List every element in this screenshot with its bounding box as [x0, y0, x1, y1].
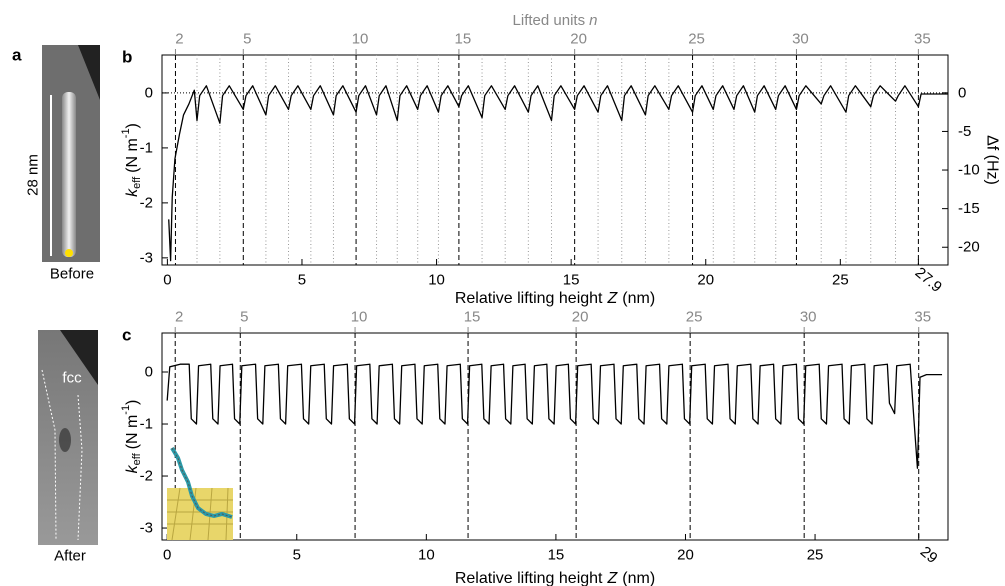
x-tick-label: 25	[832, 272, 849, 289]
y-axis-variable: k	[124, 464, 141, 473]
top-tick-label: 2	[175, 309, 183, 326]
top-axis-label-text: Lifted units	[513, 12, 586, 29]
y-tick-label: 0	[145, 84, 153, 101]
x-tick-label: 0	[163, 547, 171, 564]
top-tick-label: 35	[914, 31, 931, 48]
top-tick-label: 35	[914, 309, 931, 326]
top-tick-label: 5	[243, 31, 251, 48]
y2-tick-label: -10	[958, 162, 980, 179]
y-tick-label: -2	[140, 468, 153, 485]
image-corner	[60, 330, 98, 385]
y-axis-subscript: eff	[131, 452, 143, 465]
y2-tick-label: -15	[958, 200, 980, 217]
molecule-wire	[62, 92, 76, 257]
top-tick-label: 15	[455, 31, 472, 48]
x-axis-variable: Z	[606, 290, 618, 307]
y-axis-subscript: eff	[131, 176, 143, 189]
y-tick-label: -2	[140, 194, 153, 211]
x-axis-label: Relative lifting height Z (nm)	[455, 290, 655, 307]
y-axis-variable: k	[124, 188, 141, 197]
y2-tick-label: -20	[958, 239, 980, 256]
top-tick-label: 30	[792, 31, 809, 48]
y-axis-unit: (N m	[124, 138, 141, 173]
tip-position	[65, 249, 73, 257]
x-axis-unit: (nm)	[622, 290, 655, 307]
y-axis-unit-end: )	[124, 123, 141, 128]
x-tick-label: 10	[428, 272, 445, 289]
y-tick-label: -3	[140, 520, 153, 537]
x-tick-label: 29	[917, 543, 941, 567]
top-tick-label: 10	[351, 309, 368, 326]
top-tick-label: 2	[175, 31, 183, 48]
top-axis-variable: n	[589, 12, 597, 29]
x-tick-label: 20	[677, 547, 694, 564]
data-line	[166, 363, 943, 469]
y2-tick-label: 0	[958, 84, 966, 101]
top-tick-label: 20	[572, 309, 589, 326]
image-corner	[78, 45, 100, 100]
y-tick-label: -1	[140, 139, 153, 156]
x-tick-label: 5	[298, 272, 306, 289]
x-tick-label: 15	[548, 547, 565, 564]
y-tick-label: -3	[140, 249, 153, 266]
x-axis-label: Relative lifting height Z (nm)	[455, 570, 655, 586]
molecule-bonds	[171, 447, 233, 518]
dark-spot	[59, 428, 71, 452]
top-axis-label: Lifted units n	[513, 12, 598, 29]
y2-tick-label: -5	[958, 123, 971, 140]
top-tick-label: 30	[800, 309, 817, 326]
top-tick-label: 15	[464, 309, 481, 326]
panel-label: c	[122, 326, 131, 345]
x-tick-label: 0	[163, 272, 171, 289]
x-axis-variable: Z	[606, 570, 618, 586]
x-tick-label: 25	[807, 547, 824, 564]
y-axis-unit-end: )	[124, 400, 141, 405]
panel-label: b	[122, 48, 132, 67]
y-axis-exponent: -1	[120, 405, 132, 415]
x-tick-label: 5	[293, 547, 301, 564]
top-tick-label: 20	[570, 31, 587, 48]
x-axis-label-text: Relative lifting height	[455, 570, 603, 586]
inset-illustration	[167, 446, 233, 541]
y2-axis-label: Δf (Hz)	[984, 135, 1001, 185]
x-tick-label: 10	[418, 547, 435, 564]
x-tick-label: 20	[697, 272, 714, 289]
y-axis-label: keff (N m-1)	[120, 123, 143, 197]
y-axis-exponent: -1	[120, 128, 132, 138]
y-axis-unit: (N m	[124, 415, 141, 450]
y-axis-label: keff (N m-1)	[120, 400, 143, 474]
x-tick-label: 15	[563, 272, 580, 289]
top-tick-label: 25	[686, 309, 703, 326]
fcc-label: fcc	[62, 370, 82, 387]
x-axis-unit: (nm)	[622, 570, 655, 586]
y-tick-label: 0	[145, 364, 153, 381]
data-line	[168, 85, 948, 262]
panel-a: a 28 nm Before fcc After	[12, 45, 100, 565]
plot-frame	[161, 54, 949, 266]
top-tick-label: 10	[352, 31, 369, 48]
plot-frame	[161, 332, 949, 541]
fcc-boundary	[41, 369, 57, 541]
after-label: After	[54, 548, 86, 565]
top-tick-label: 5	[240, 309, 248, 326]
y-tick-label: -1	[140, 416, 153, 433]
before-label: Before	[50, 266, 94, 283]
top-tick-label: 25	[688, 31, 705, 48]
x-tick-label: 27.9	[912, 264, 945, 296]
panel-label: a	[12, 46, 22, 65]
scale-label: 28 nm	[25, 154, 42, 196]
x-axis-label-text: Relative lifting height	[455, 290, 603, 307]
